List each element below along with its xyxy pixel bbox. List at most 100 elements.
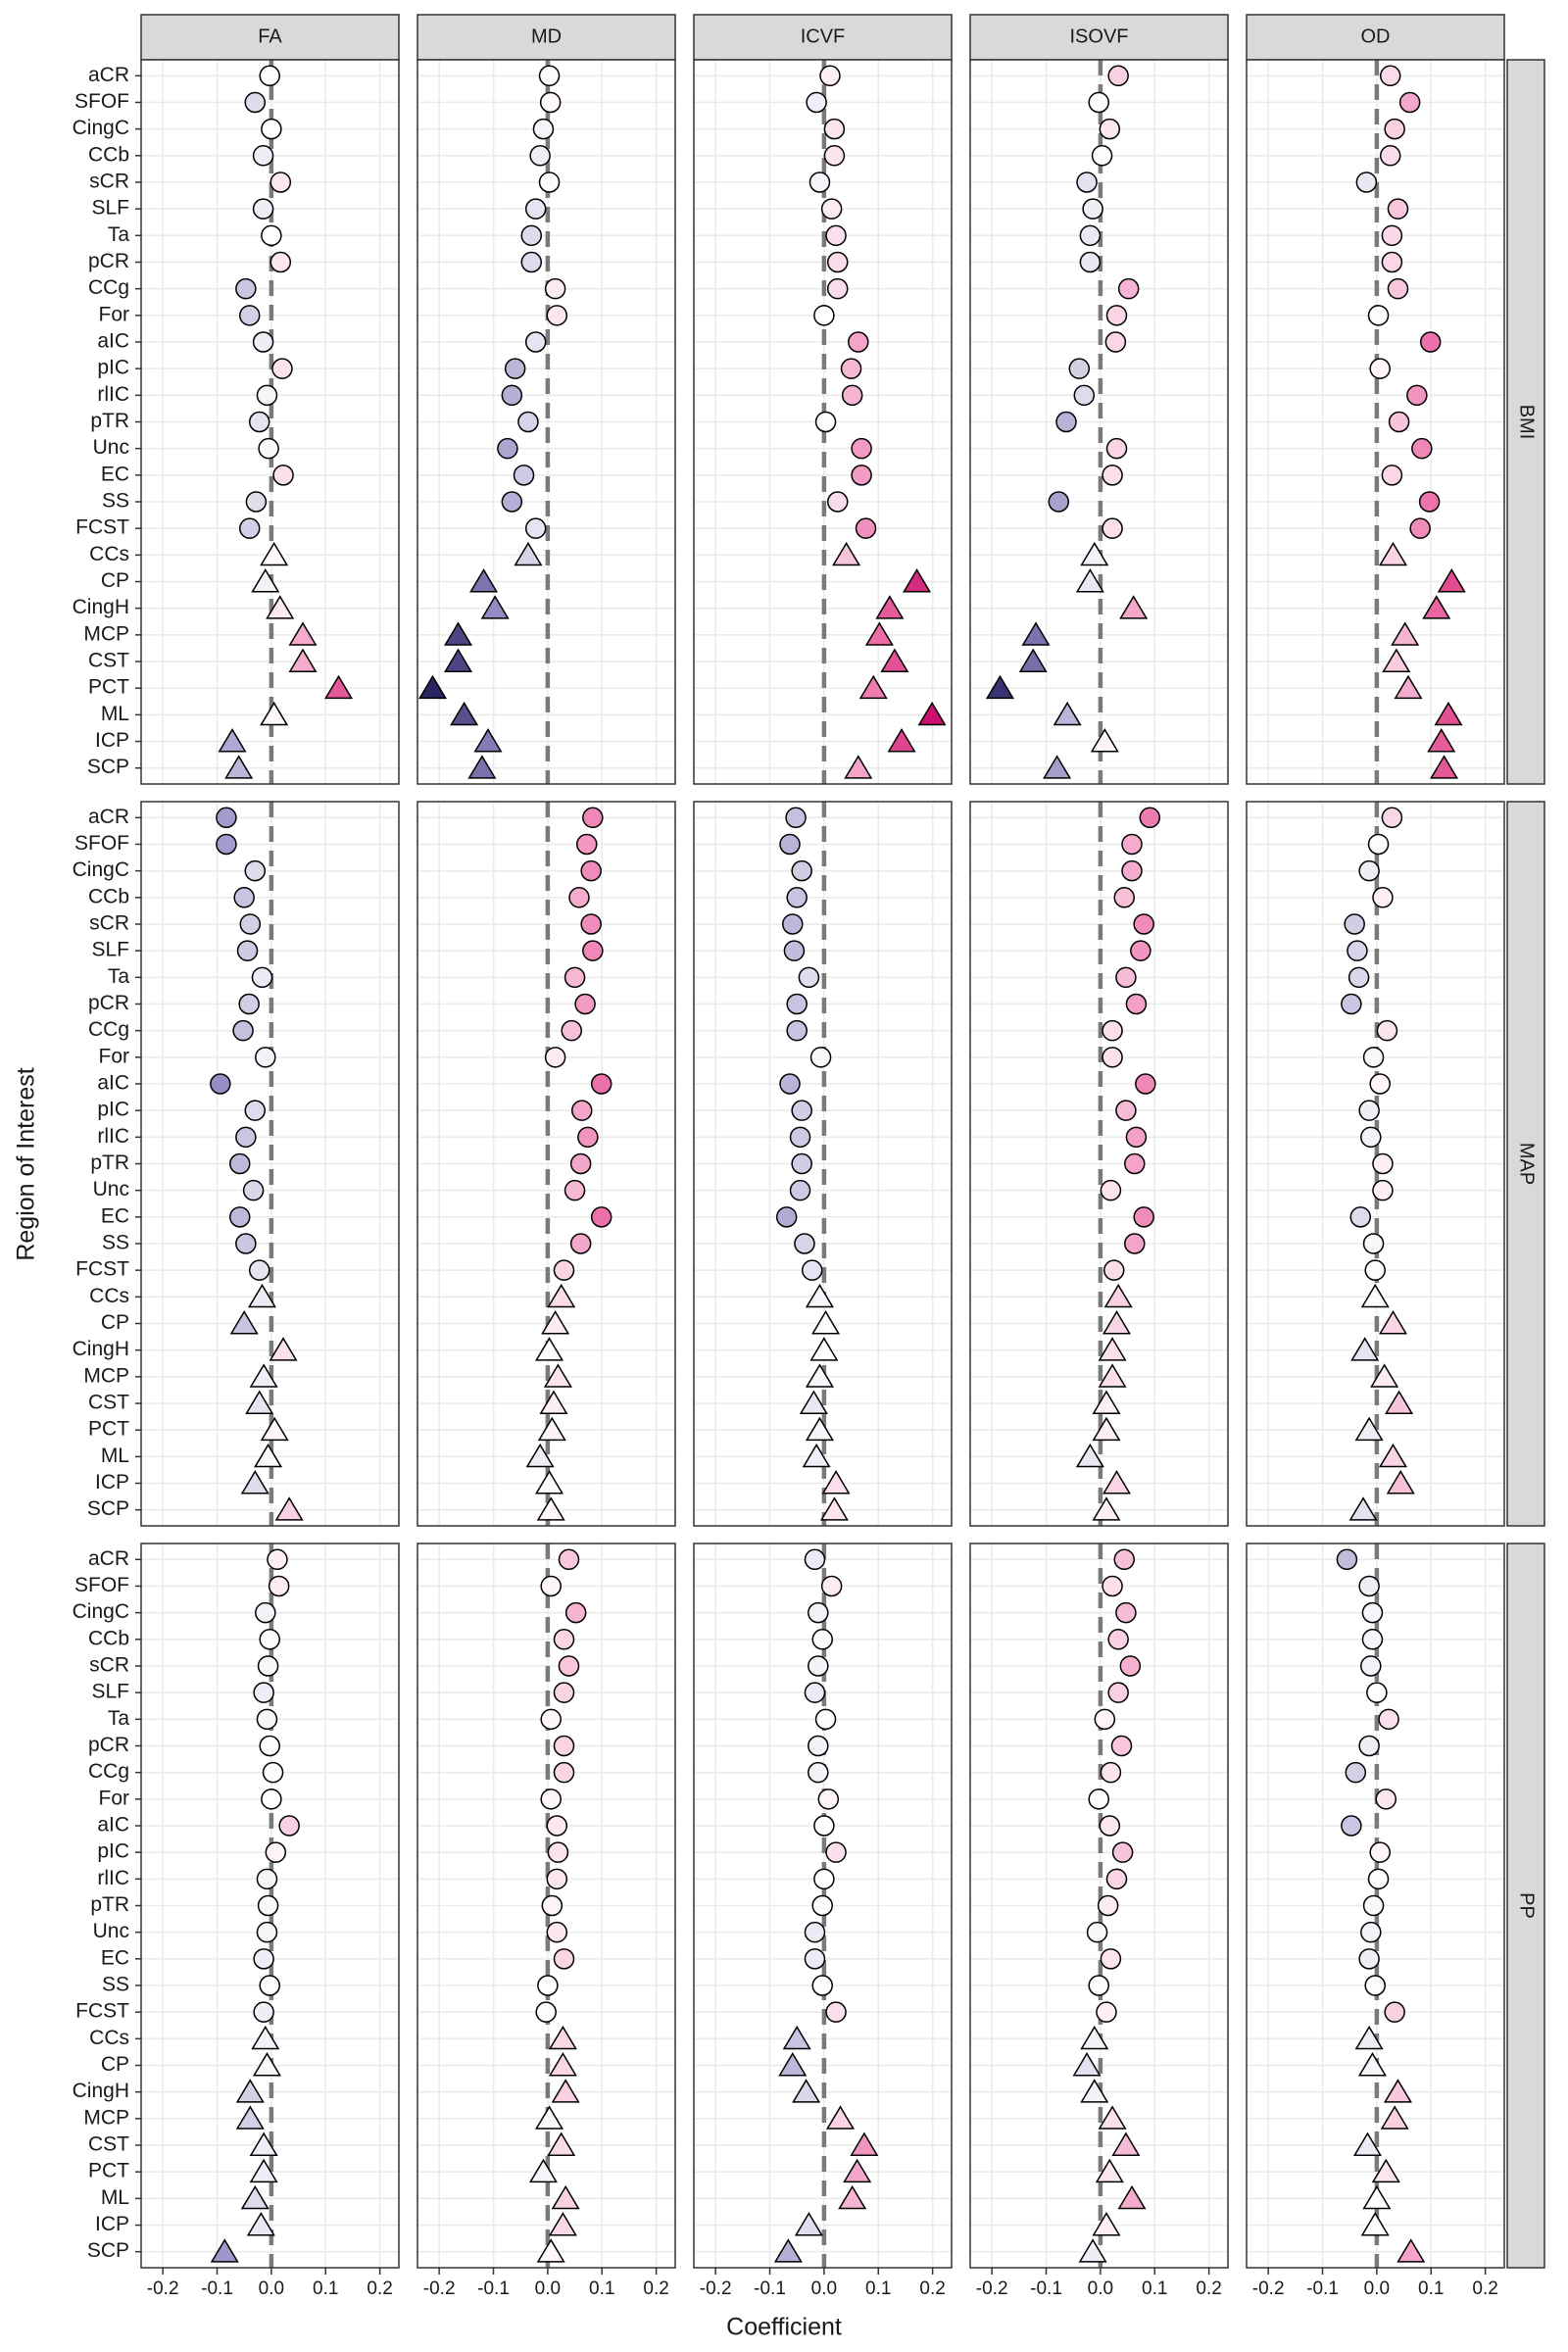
column-strip [416,14,676,61]
point [261,224,282,247]
point [235,2105,265,2130]
point [1362,1047,1385,1068]
point [1394,674,1423,700]
point [541,1894,564,1917]
point [259,1975,280,1996]
point [1111,1841,1134,1863]
point [819,1496,849,1521]
point [236,940,259,961]
point [1102,1310,1132,1335]
y-tick-label: FCST [75,1258,129,1281]
point [538,65,561,87]
panel-border [1246,59,1505,785]
point [1369,358,1391,379]
point [1355,172,1378,193]
point [553,1735,575,1757]
point [1117,277,1140,300]
point [1344,913,1365,935]
point [1387,277,1409,300]
point [249,1363,278,1388]
point [1079,251,1102,273]
point [819,65,841,87]
point [1386,1470,1415,1494]
panel [416,1543,676,2269]
point [504,358,526,379]
x-tick-label: -0.2 [423,2278,456,2299]
point [544,1047,566,1068]
panel [416,59,676,785]
panel-border [416,801,676,1527]
y-tick-label: rlIC [97,1125,129,1148]
point [1378,1310,1408,1335]
panel-border [1246,1543,1505,2269]
point [571,1100,593,1121]
point [855,517,877,539]
panel-border [1246,801,1505,1527]
point [1384,2001,1405,2023]
point [805,1283,834,1308]
y-tick-label: CCg [88,1760,129,1783]
point [1100,1761,1122,1784]
point [248,1259,270,1281]
point [242,1179,265,1201]
point [778,2052,808,2077]
point [843,2158,872,2183]
panel [969,59,1229,785]
point [558,1548,580,1571]
point [1088,91,1109,114]
point [254,1443,283,1468]
point [246,2212,275,2236]
column-strip-label: OD [1361,25,1391,47]
point [1364,1975,1386,1996]
point [804,1948,826,1970]
point [256,1868,278,1890]
point [1358,1575,1380,1597]
point [1091,145,1113,167]
point [786,887,808,908]
y-axis-title: Region of Interest [13,1067,40,1260]
point [239,913,262,935]
point [249,2158,278,2183]
point [798,966,820,989]
point [229,1206,251,1228]
point [548,2212,577,2236]
panel [1246,801,1505,1527]
point [848,331,869,353]
point [1384,118,1405,140]
point [235,2079,265,2103]
point [210,2238,239,2263]
point [1360,1921,1382,1943]
point [1121,859,1143,882]
point [1362,1233,1385,1254]
point [799,1390,828,1414]
point [1117,2184,1147,2210]
point [1372,887,1394,908]
point [255,1047,276,1068]
point [1360,1283,1390,1308]
point [580,913,602,935]
point [268,1575,290,1597]
point [1095,2158,1124,2183]
point [1380,2105,1409,2130]
row-strip-label: PP [1516,1892,1538,1919]
panel [1246,1543,1505,2269]
point [266,595,295,619]
point [232,1019,254,1042]
point [858,674,888,700]
point [808,1655,829,1677]
point [574,993,596,1015]
y-tick-label: pIC [97,1840,129,1863]
point [1367,305,1390,326]
point [568,887,590,908]
point [1105,437,1128,460]
point [480,595,510,619]
point [247,1283,276,1308]
point [539,91,562,114]
y-tick-label: rlIC [97,383,129,406]
point [569,1233,592,1254]
point [1100,1179,1122,1201]
point [1103,1283,1133,1308]
point [917,701,947,726]
point [251,568,280,593]
y-tick-label: sCR [89,912,129,935]
